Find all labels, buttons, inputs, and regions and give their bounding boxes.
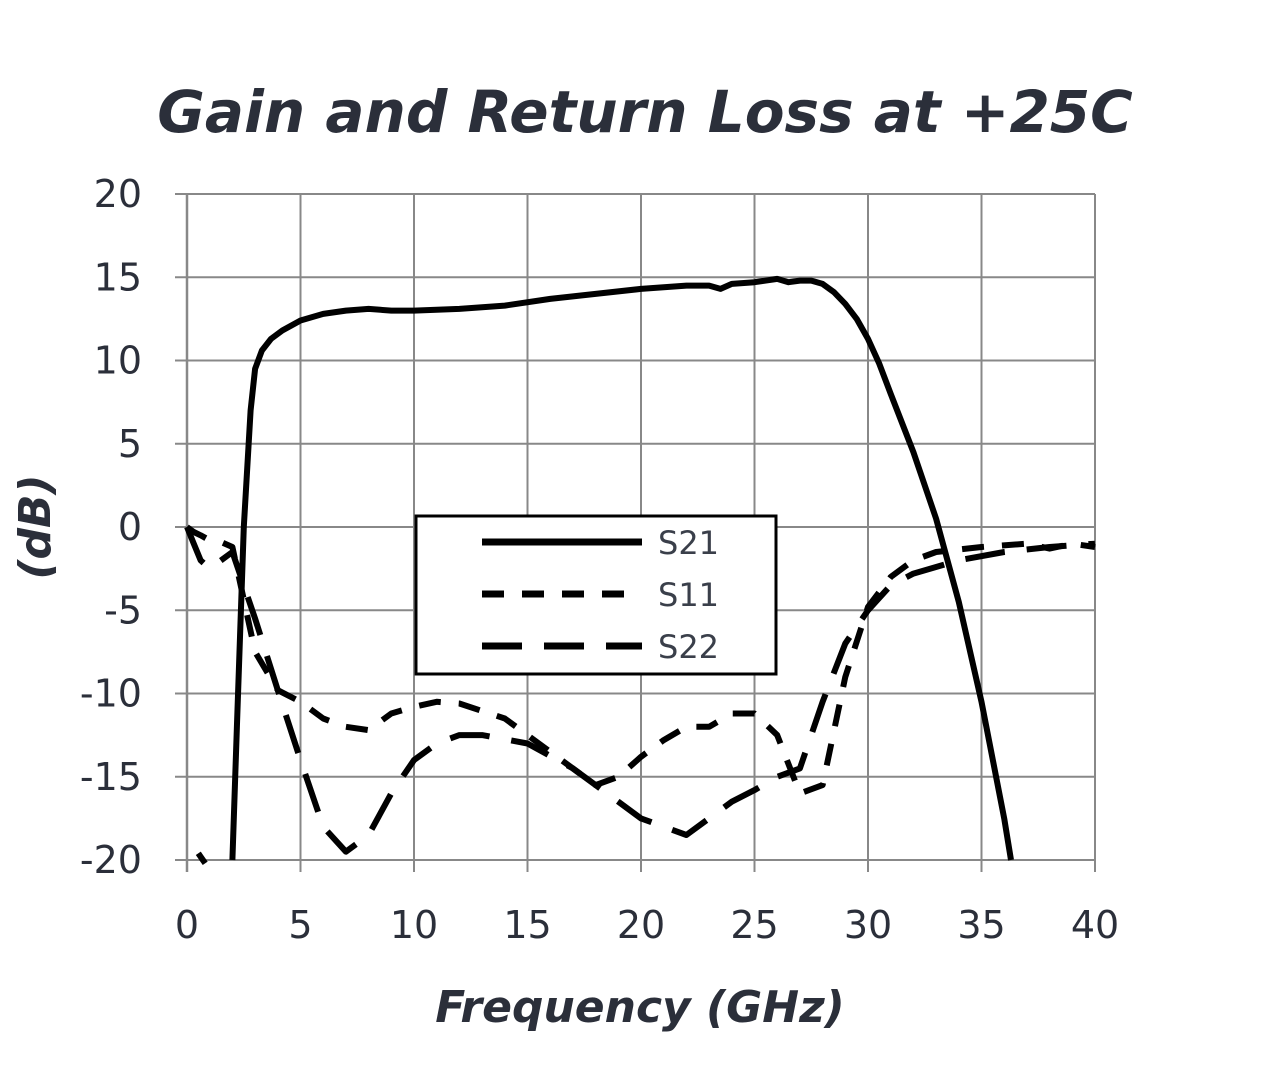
x-tick-label: 15 xyxy=(503,903,551,947)
y-tick-label: 15 xyxy=(94,255,142,299)
tick-labels: 0 5 10 15 20 25 30 35 40 20 15 10 5 0 -5 -10 -15 -20 xyxy=(80,172,1119,947)
chart-title: Gain and Return Loss at +25C xyxy=(157,78,1132,146)
x-tick-label: 25 xyxy=(730,903,778,947)
x-tick-label: 0 xyxy=(175,903,199,947)
y-tick-label: 20 xyxy=(94,172,142,216)
y-axis-title: (dB) xyxy=(10,474,61,579)
y-tick-label: 0 xyxy=(118,505,142,549)
legend-label-s21: S21 xyxy=(658,524,719,562)
x-tick-label: 40 xyxy=(1071,903,1119,947)
x-axis-title: Frequency (GHz) xyxy=(435,982,845,1033)
y-tick-label: -20 xyxy=(80,838,142,882)
legend-label-s22: S22 xyxy=(658,628,719,666)
x-tick-label: 35 xyxy=(957,903,1005,947)
y-tick-label: 5 xyxy=(118,422,142,466)
legend-label-s11: S11 xyxy=(658,576,719,614)
y-tick-label: -5 xyxy=(104,588,142,632)
x-tick-label: 30 xyxy=(844,903,892,947)
x-tick-label: 20 xyxy=(617,903,665,947)
y-tick-label: 10 xyxy=(94,339,142,383)
legend: S21 S11 S22 xyxy=(414,514,778,676)
series-line-s11 xyxy=(185,524,1096,866)
plot-area xyxy=(184,275,1096,866)
series-line-s21 xyxy=(229,275,1014,861)
series-line-s22 xyxy=(184,525,1096,855)
y-tick-label: -10 xyxy=(80,672,142,716)
x-tick-label: 5 xyxy=(288,903,312,947)
x-tick-label: 10 xyxy=(390,903,438,947)
y-tick-label: -15 xyxy=(80,755,142,799)
